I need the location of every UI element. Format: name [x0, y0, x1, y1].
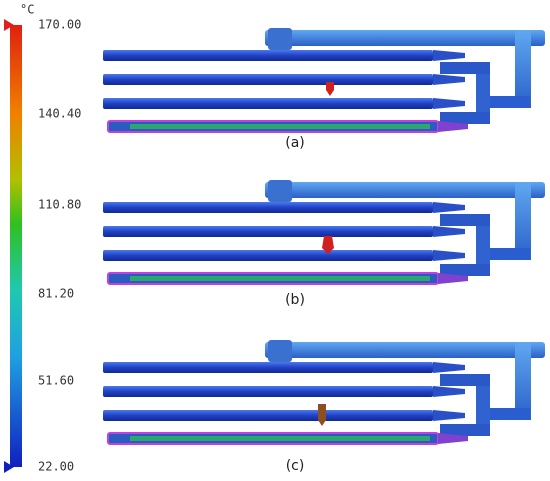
scale-label: 51.60 [38, 374, 74, 388]
scale-label: 22.00 [38, 460, 74, 474]
color-bar [10, 25, 22, 467]
runner-model [102, 179, 546, 285]
scale-label: 81.20 [38, 287, 74, 301]
scale-label: 170.00 [38, 18, 81, 32]
panel-label: (c) [286, 458, 305, 474]
gate-marker [318, 404, 326, 426]
min-marker [4, 461, 14, 473]
runner-model [102, 27, 546, 133]
panel-label: (b) [285, 292, 305, 308]
max-marker [4, 19, 14, 31]
panel-label: (a) [285, 135, 305, 151]
gate-marker [322, 236, 334, 254]
unit: °C [20, 3, 34, 17]
scale-label: 140.40 [38, 107, 81, 121]
scale-label: 110.80 [38, 198, 81, 212]
gate-marker [326, 82, 334, 96]
runner-model [102, 339, 546, 445]
